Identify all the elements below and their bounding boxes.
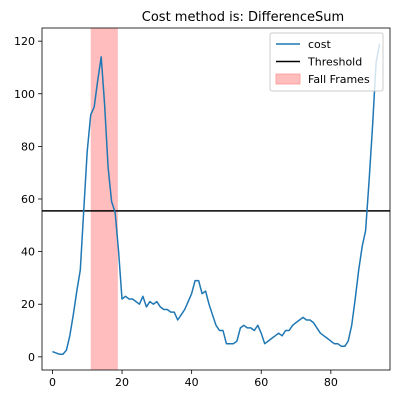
y-tick-label: 60 [21, 193, 35, 206]
y-tick-label: 20 [21, 298, 35, 311]
x-tick-label: 80 [324, 376, 338, 389]
legend-label: Fall Frames [308, 73, 370, 86]
y-tick-label: 100 [14, 88, 35, 101]
chart-title: Cost method is: DifferenceSum [142, 10, 344, 25]
legend-label: cost [308, 38, 332, 51]
legend: cost Threshold Fall Frames [269, 32, 384, 92]
y-tick-label: 0 [28, 351, 35, 364]
legend-label: Threshold [307, 56, 362, 69]
legend-swatch-fall-frames [275, 73, 301, 85]
plot-area [42, 28, 390, 370]
axes: 0 20 40 60 80 0 20 40 60 80 100 120 [14, 27, 391, 389]
fall-frames-span [90, 28, 118, 370]
y-tick-label: 80 [21, 140, 35, 153]
x-tick-label: 0 [49, 376, 56, 389]
x-tick-label: 20 [115, 376, 129, 389]
x-tick-label: 60 [254, 376, 268, 389]
y-tick-label: 40 [21, 246, 35, 259]
x-tick-label: 40 [185, 376, 199, 389]
y-tick-label: 120 [14, 35, 35, 48]
cost-line [52, 43, 381, 355]
